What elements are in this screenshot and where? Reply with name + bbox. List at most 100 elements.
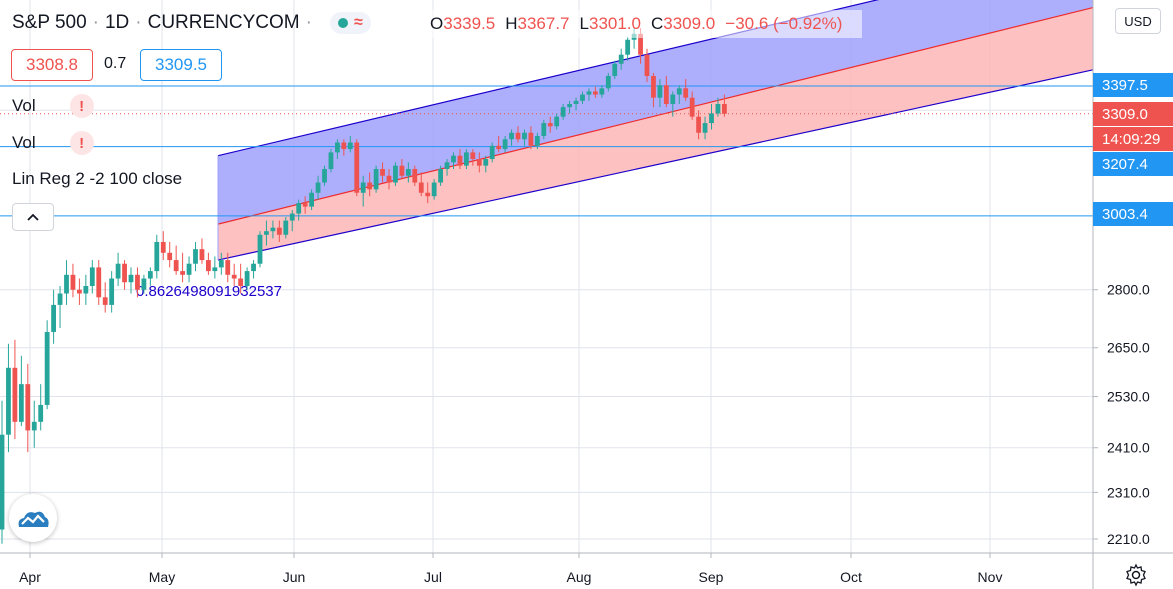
y-tick-label: 2410.0 xyxy=(1107,440,1150,456)
candle-body xyxy=(264,231,269,235)
candle xyxy=(618,48,624,70)
x-tick-label: Sep xyxy=(699,569,724,585)
sell-price-button[interactable]: 3308.8 xyxy=(11,49,93,81)
candle-body xyxy=(309,192,314,207)
indicator-vol-1[interactable]: Vol ! xyxy=(12,94,94,118)
currency-button[interactable]: USD xyxy=(1115,8,1161,34)
open-value: 3339.5 xyxy=(443,14,496,33)
candle xyxy=(109,271,115,313)
candle xyxy=(141,274,147,294)
candle-body xyxy=(6,367,11,435)
candle xyxy=(625,36,631,61)
candle-body xyxy=(444,162,450,170)
market-open-dot-icon xyxy=(337,18,348,28)
market-status-pill[interactable]: ≈ xyxy=(329,12,371,34)
y-tick-label: 2800.0 xyxy=(1107,282,1150,298)
indicator-linreg[interactable]: Lin Reg 2 -2 100 close xyxy=(12,169,182,189)
candle-body xyxy=(496,145,502,150)
candle-body xyxy=(231,274,237,279)
regression-channel: 0.8626498091932537 xyxy=(136,0,1094,300)
candle xyxy=(283,217,289,239)
candle-body xyxy=(25,384,31,431)
candle xyxy=(676,85,682,104)
candle-body xyxy=(431,182,437,197)
candle-body xyxy=(567,103,572,108)
price-label-hline: 3397.5 xyxy=(1093,73,1173,97)
time-axis-background xyxy=(0,553,1173,589)
candle xyxy=(296,199,302,221)
candle-body xyxy=(534,135,540,146)
candle xyxy=(534,132,540,150)
candle xyxy=(12,339,18,440)
candle xyxy=(347,135,353,153)
candle-body xyxy=(644,54,650,76)
price-label-background xyxy=(1093,127,1173,151)
candle xyxy=(464,149,469,170)
candle xyxy=(367,172,373,197)
candle xyxy=(38,384,44,431)
candle-body xyxy=(509,132,514,140)
candle xyxy=(657,79,663,108)
candle xyxy=(431,179,437,200)
candle xyxy=(309,189,314,211)
candle-body xyxy=(128,274,134,283)
warning-icon[interactable]: ! xyxy=(69,94,94,118)
candle-body xyxy=(328,152,334,170)
candle xyxy=(509,129,514,146)
candle-body xyxy=(618,54,624,64)
candle-body xyxy=(522,132,527,140)
candle-body xyxy=(83,285,89,294)
candle-body xyxy=(186,263,192,275)
price-label-text: 14:09:29 xyxy=(1102,131,1160,148)
interval-label: 1D xyxy=(104,12,130,33)
indicator-vol-2[interactable]: Vol ! xyxy=(12,131,94,155)
candle xyxy=(160,231,166,261)
candle-body xyxy=(64,274,69,294)
candle-body xyxy=(244,271,250,286)
candle-body xyxy=(238,278,244,286)
buy-price-button[interactable]: 3309.5 xyxy=(140,49,222,81)
candle xyxy=(373,165,379,193)
candle xyxy=(257,231,263,268)
candle xyxy=(264,220,269,246)
price-label-text: 3003.4 xyxy=(1102,206,1148,223)
candle-body xyxy=(451,155,456,163)
high-label: H xyxy=(505,14,518,33)
x-tick-label: Oct xyxy=(840,569,862,585)
candle xyxy=(225,252,231,283)
candle xyxy=(483,155,489,173)
candle-body xyxy=(18,384,24,422)
price-label-text: 3309.0 xyxy=(1102,106,1148,123)
candle xyxy=(89,260,95,294)
warning-icon[interactable]: ! xyxy=(69,131,94,155)
candle-body xyxy=(354,142,360,193)
candle xyxy=(244,267,250,290)
candle xyxy=(315,175,321,200)
candle-body xyxy=(122,263,127,283)
candle xyxy=(135,267,140,298)
title-separator: · xyxy=(135,12,142,33)
candle xyxy=(683,79,689,101)
close-value: 3309.0 xyxy=(663,14,716,33)
upper-channel-line xyxy=(217,0,880,157)
x-tick-label: May xyxy=(149,569,175,585)
candle-body xyxy=(225,260,231,275)
candle xyxy=(231,263,237,286)
candle-body xyxy=(251,263,256,272)
candle xyxy=(206,252,211,275)
price-scale-labels: 3397.5 3309.0 14:09:29 3207.4 3003.4 xyxy=(1093,73,1173,226)
candle xyxy=(412,165,418,186)
candle xyxy=(147,267,153,286)
candle-body xyxy=(212,267,218,272)
tradingview-logo[interactable] xyxy=(9,494,57,542)
candle xyxy=(663,75,669,108)
chart-title[interactable]: S&P 500 · 1D · CURRENCYCOM · ≈ xyxy=(12,8,371,38)
candle xyxy=(670,91,676,117)
candle xyxy=(560,103,566,120)
collapse-indicators-button[interactable] xyxy=(12,203,54,231)
candle xyxy=(167,241,173,268)
lower-channel-line xyxy=(217,69,1094,261)
upper-channel-area xyxy=(218,0,1093,225)
settings-gear-icon[interactable] xyxy=(1124,563,1148,587)
